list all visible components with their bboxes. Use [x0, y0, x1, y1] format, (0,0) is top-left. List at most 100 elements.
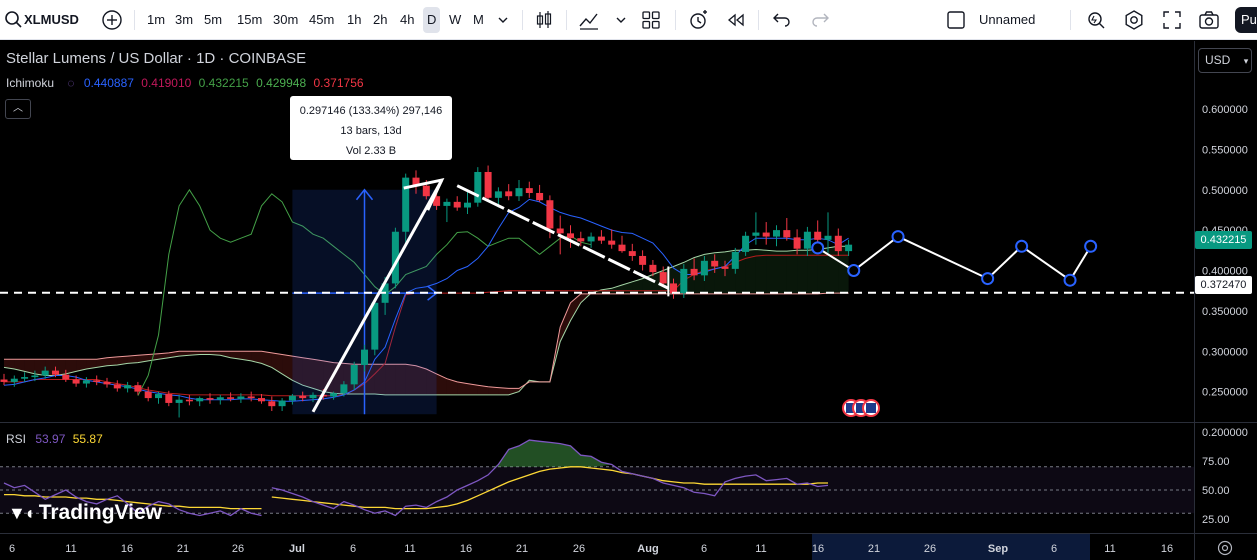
up-arrow-line	[311, 179, 444, 413]
cloud-segment	[776, 251, 787, 294]
candle-body	[618, 244, 626, 252]
candle-body	[62, 374, 70, 380]
layout-checkbox-icon[interactable]	[944, 8, 968, 32]
rsi-legend[interactable]: RSI 53.97 55.87	[6, 432, 103, 446]
candle-body	[628, 251, 636, 256]
price-tick-label: 0.300000	[1202, 346, 1248, 358]
cloud-segment	[179, 351, 190, 357]
leading-span-b-line	[4, 292, 849, 389]
rsi-value: 53.97	[35, 432, 66, 446]
cloud-segment	[405, 364, 416, 395]
currency-select[interactable]: USD ▾	[1198, 48, 1252, 73]
symbol-search-button[interactable]: XLMUSD	[24, 12, 79, 27]
indicators-icon[interactable]	[577, 8, 601, 32]
timeframe-2h[interactable]: 2h	[373, 12, 388, 27]
timeframe-1d[interactable]: D	[423, 7, 441, 33]
collapse-legend-button[interactable]: ︿	[5, 99, 31, 119]
cloud-segment	[828, 246, 839, 294]
time-tick-label: 26	[232, 543, 244, 555]
ichimoku-value-lead2: 0.371756	[313, 76, 364, 90]
candle-body	[742, 235, 750, 252]
time-tick-label: 6	[1051, 543, 1057, 555]
projection-point	[847, 264, 861, 277]
timeframe-1m[interactable]: 1m	[147, 12, 166, 27]
timeframe-5m[interactable]: 5m	[204, 12, 223, 27]
candle-body	[185, 399, 193, 402]
search-icon[interactable]	[2, 8, 26, 32]
price-tick-label: 0.400000	[1202, 266, 1248, 278]
candle-body	[247, 396, 255, 399]
measure-volume: Vol 2.33 B	[345, 145, 397, 157]
toolbar-divider	[522, 10, 523, 30]
candle-body	[361, 349, 368, 365]
candle-body	[649, 264, 657, 273]
camera-icon[interactable]	[1197, 8, 1221, 32]
timeframe-30m[interactable]: 30m	[273, 12, 299, 27]
redo-icon[interactable]	[808, 8, 832, 32]
candle-body	[196, 398, 204, 402]
rsi-ma-line	[4, 493, 262, 510]
timeframe-4h[interactable]: 4h	[400, 12, 415, 27]
timeframe-1mo[interactable]: M	[473, 12, 484, 27]
price-tick-label: 0.200000	[1202, 427, 1248, 439]
candle-body	[278, 400, 286, 407]
publish-button[interactable]: Pu	[1235, 7, 1257, 33]
quick-search-icon[interactable]	[1084, 8, 1108, 32]
timeframe-15m[interactable]: 15m	[237, 12, 263, 27]
candle-body	[546, 200, 554, 229]
candle-body	[72, 379, 80, 384]
cloud-segment	[240, 351, 252, 361]
replay-icon[interactable]	[724, 8, 748, 32]
templates-grid-icon[interactable]	[639, 8, 663, 32]
candles-chart-type-icon[interactable]	[532, 8, 556, 32]
chevron-down-icon[interactable]	[609, 8, 633, 32]
candle-body	[525, 188, 533, 193]
chevron-down-icon[interactable]	[491, 8, 515, 32]
cloud-segment	[611, 285, 622, 294]
up-arrow-head	[403, 177, 445, 211]
user-drawings	[0, 177, 1194, 417]
candle-body	[721, 266, 729, 269]
timeframe-1w[interactable]: W	[449, 12, 462, 27]
chevron-down-icon: ▾	[1243, 56, 1249, 66]
chart-area[interactable]: 75.00 50.00 25.00 0.600000 0.550000 0.500000…	[0, 41, 1257, 560]
candle-body	[464, 202, 471, 208]
timeframe-45m[interactable]: 45m	[309, 12, 335, 27]
projection-point	[811, 241, 825, 255]
ichimoku-legend[interactable]: Ichimoku ◌ 0.440887 0.419010 0.432215 0.…	[6, 76, 368, 90]
candle-body	[494, 191, 502, 198]
candle-body	[309, 394, 317, 399]
layout-name-button[interactable]: Unnamed	[979, 12, 1036, 27]
time-tick-label: 11	[65, 543, 76, 555]
timeframe-3m[interactable]: 3m	[175, 12, 194, 27]
timeframe-1h[interactable]: 1h	[347, 12, 362, 27]
gear-icon[interactable]	[1122, 8, 1146, 32]
ichimoku-value-lagging: 0.432215	[198, 76, 249, 90]
undo-icon[interactable]	[770, 8, 794, 32]
candle-body	[82, 380, 90, 384]
alert-clock-icon[interactable]	[686, 8, 710, 32]
indicator-settings-icon[interactable]: ◌	[67, 76, 75, 90]
rsi-line	[3, 482, 262, 517]
time-tick-label: 26	[573, 543, 585, 555]
tradingview-logo[interactable]: ▼◖ TradingView	[8, 501, 162, 524]
rsi-overbought-fill	[493, 440, 612, 467]
candle-body	[144, 391, 152, 399]
gear-icon[interactable]	[1216, 539, 1234, 557]
cloud-segment	[477, 385, 489, 395]
compare-add-icon[interactable]	[100, 8, 124, 32]
current-price-label: 0.432215	[1195, 231, 1252, 249]
cloud-segment	[14, 359, 25, 372]
time-tick-label: Aug	[637, 543, 658, 555]
rsi-line	[271, 439, 829, 517]
candle-body	[670, 283, 677, 294]
time-tick-label: Jul	[289, 543, 305, 555]
cloud-segment	[570, 293, 581, 321]
measure-arrowhead	[355, 188, 374, 201]
candle-body	[340, 384, 348, 394]
toolbar-divider	[134, 10, 135, 30]
candle-body	[556, 228, 564, 234]
time-tick-label: 16	[460, 543, 472, 555]
fullscreen-icon[interactable]	[1160, 8, 1184, 32]
